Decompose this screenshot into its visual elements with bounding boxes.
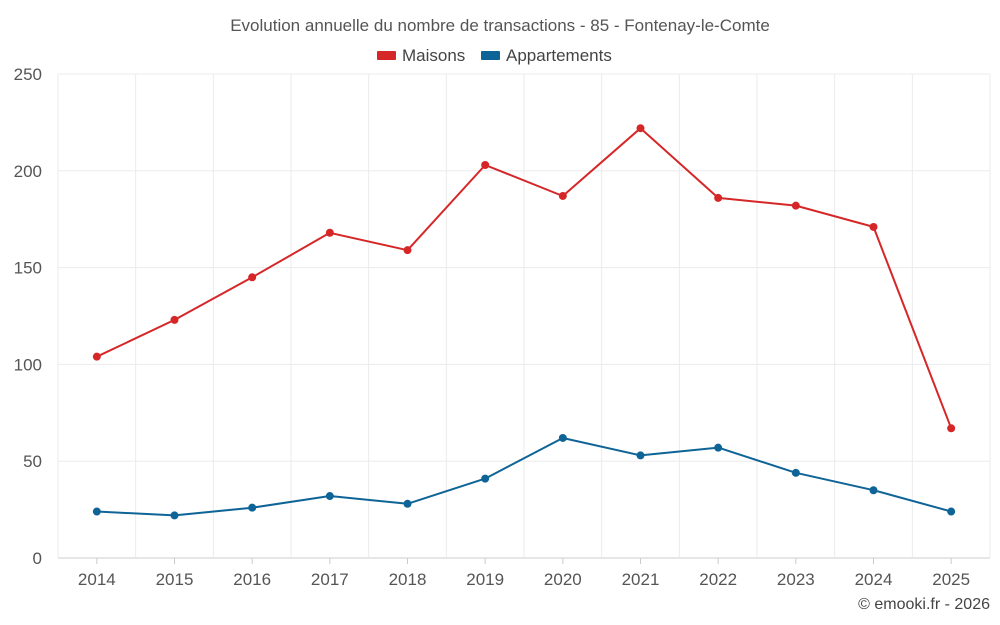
- data-point-maisons[interactable]: [92, 352, 101, 361]
- x-tick-label: 2015: [156, 570, 194, 589]
- legend-swatch-maisons: [377, 51, 396, 60]
- y-tick-label: 50: [23, 452, 42, 471]
- chart-title: Evolution annuelle du nombre de transact…: [230, 16, 770, 35]
- legend-item-appartements[interactable]: Appartements: [481, 46, 612, 65]
- data-point-maisons[interactable]: [403, 246, 412, 255]
- data-point-maisons[interactable]: [170, 315, 179, 324]
- x-tick-label: 2020: [544, 570, 582, 589]
- data-point-maisons[interactable]: [636, 124, 645, 133]
- legend-swatch-appartements: [481, 51, 500, 60]
- data-point-appartements[interactable]: [170, 511, 179, 520]
- data-point-appartements[interactable]: [636, 451, 645, 460]
- grid: [57, 73, 991, 559]
- data-point-maisons[interactable]: [947, 424, 956, 433]
- y-tick-label: 250: [14, 65, 42, 84]
- data-point-appartements[interactable]: [947, 507, 956, 516]
- x-tick-label: 2025: [932, 570, 970, 589]
- x-tick-label: 2024: [855, 570, 893, 589]
- y-axis: 0 50 100 150 200 250: [14, 65, 42, 568]
- y-tick-label: 0: [33, 549, 42, 568]
- y-tick-label: 200: [14, 162, 42, 181]
- x-axis: 2014 2015 2016 2017 2018 2019 2020 2021 2022 2023…: [78, 558, 970, 589]
- x-tick-label: 2017: [311, 570, 349, 589]
- data-point-appartements[interactable]: [481, 474, 490, 483]
- x-tick-label: 2019: [466, 570, 504, 589]
- data-point-maisons[interactable]: [325, 228, 334, 237]
- data-point-maisons[interactable]: [481, 160, 490, 169]
- legend-label-maisons: Maisons: [402, 46, 465, 65]
- legend-label-appartements: Appartements: [506, 46, 612, 65]
- legend-item-maisons[interactable]: Maisons: [377, 46, 465, 65]
- y-tick-label: 150: [14, 259, 42, 278]
- data-point-maisons[interactable]: [714, 193, 723, 202]
- data-point-appartements[interactable]: [248, 503, 257, 512]
- data-point-maisons[interactable]: [791, 201, 800, 210]
- data-point-appartements[interactable]: [325, 492, 334, 501]
- data-point-appartements[interactable]: [714, 443, 723, 452]
- data-point-appartements[interactable]: [869, 486, 878, 495]
- data-point-appartements[interactable]: [558, 433, 567, 442]
- data-point-appartements[interactable]: [92, 507, 101, 516]
- data-point-appartements[interactable]: [791, 468, 800, 477]
- y-tick-label: 100: [14, 355, 42, 374]
- x-tick-label: 2018: [389, 570, 427, 589]
- series-line-appartements: [96, 437, 952, 517]
- data-point-maisons[interactable]: [248, 273, 257, 282]
- x-tick-label: 2014: [78, 570, 116, 589]
- data-point-maisons[interactable]: [869, 222, 878, 231]
- x-tick-label: 2022: [699, 570, 737, 589]
- x-tick-label: 2023: [777, 570, 815, 589]
- x-tick-label: 2016: [233, 570, 271, 589]
- x-tick-label: 2021: [622, 570, 660, 589]
- series: [92, 124, 956, 520]
- legend: Maisons Appartements: [377, 46, 612, 65]
- data-point-maisons[interactable]: [558, 191, 567, 200]
- data-point-appartements[interactable]: [403, 499, 412, 508]
- credit-text: © emooki.fr - 2026: [858, 596, 990, 613]
- series-line-maisons: [96, 127, 953, 429]
